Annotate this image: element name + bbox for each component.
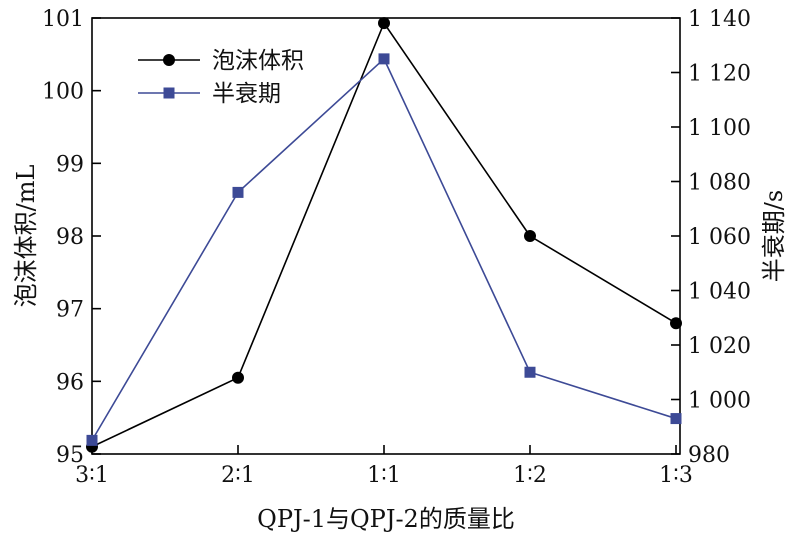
- series-point-1: [524, 230, 536, 242]
- x-tick-label: 1∶1: [367, 463, 401, 488]
- y-left-tick-label: 98: [56, 225, 84, 250]
- x-tick-label: 3∶1: [75, 463, 109, 488]
- series-line-2: [91, 57, 677, 441]
- series-point-2: [524, 366, 536, 378]
- axes: [91, 17, 681, 455]
- series-point-2: [232, 186, 244, 198]
- y-left-tick-label: 100: [42, 80, 84, 105]
- y-axis-left-title: 泡沫体积/mL: [12, 165, 40, 308]
- y-right-tick-label: 1 120: [688, 62, 751, 87]
- y-axis-right-title: 半衰期/s: [760, 190, 788, 282]
- y-right-tick-label: 980: [688, 443, 730, 468]
- legend-label-2: 半衰期: [212, 81, 281, 107]
- y-left-tick-label: 97: [56, 298, 84, 323]
- y-left-tick-label: 99: [56, 152, 84, 177]
- y-left-tick-label: 95: [56, 443, 84, 468]
- x-tick-label: 2∶1: [221, 463, 255, 488]
- x-axis-title: QPJ-1与QPJ-2的质量比: [257, 505, 515, 533]
- y-right-tick-label: 1 100: [688, 116, 751, 141]
- series-point-2: [378, 53, 390, 65]
- series-point-1: [232, 371, 244, 384]
- legend-label-1: 泡沫体积: [212, 48, 304, 74]
- legend-marker-1: [163, 54, 175, 66]
- series-line-1: [91, 21, 677, 448]
- y-right-tick-label: 1 060: [688, 225, 751, 250]
- series-layer: [86, 17, 682, 453]
- plot-frame: [91, 17, 681, 455]
- series-point-1: [378, 17, 390, 30]
- y-right-tick-label: 1 000: [688, 389, 751, 414]
- series-point-1: [670, 317, 682, 330]
- y-right-tick-label: 1 020: [688, 334, 751, 359]
- y-right-tick-label: 1 080: [688, 171, 751, 196]
- ticks: 3∶1 2∶1 1∶1 1∶2 1∶3 95 96 97 98 99 100 101 980 1 000 1…: [42, 7, 751, 488]
- y-right-tick-label: 1 040: [688, 280, 751, 305]
- y-left-tick-label: 101: [42, 7, 84, 32]
- y-right-tick-label: 1 140: [688, 7, 751, 32]
- legend-marker-2: [163, 87, 175, 99]
- y-left-tick-label: 96: [56, 370, 84, 395]
- x-tick-label: 1∶3: [659, 463, 693, 488]
- series-point-2: [670, 413, 682, 425]
- x-tick-label: 1∶2: [513, 463, 547, 488]
- series-point-2: [86, 434, 98, 446]
